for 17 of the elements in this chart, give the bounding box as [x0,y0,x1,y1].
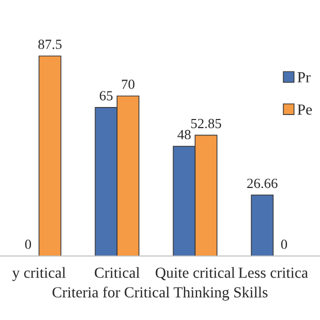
x-tick-label: Critical [94,267,140,278]
data-label: 65 [100,91,113,100]
data-label: 87.5 [38,40,62,50]
x-tick-label: y critical [12,267,66,282]
data-label: 0 [281,240,288,250]
data-label: 52.85 [191,118,222,128]
data-label: 70 [122,80,134,90]
x-tick-label: Quite critical [156,267,235,280]
x-tick-label: Less critica [238,268,308,278]
data-label: 0 [25,240,32,250]
bar [250,194,274,256]
bar [38,56,62,256]
legend-label: Pr [298,72,311,82]
legend-label: Pe [298,104,312,115]
data-label: 26.66 [247,178,278,188]
data-label: 48 [178,130,191,140]
x-axis-title: Criteria for Critical Thinking Skills [52,286,268,301]
